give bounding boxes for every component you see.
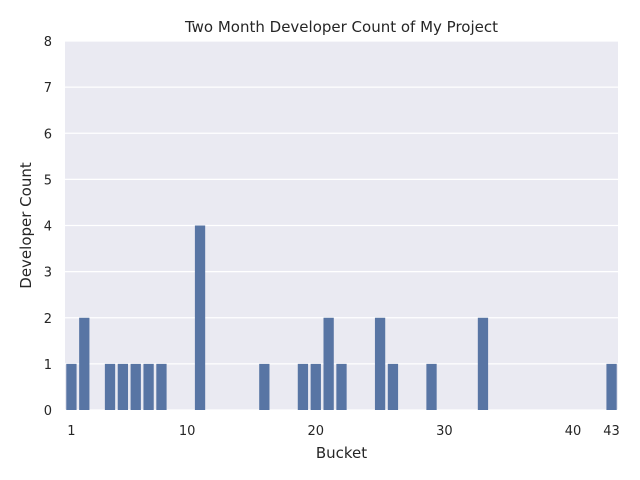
bar — [426, 363, 437, 410]
bar — [310, 363, 321, 410]
bar — [336, 363, 347, 410]
x-axis-ticks: 1 10 20 30 40 43 — [67, 424, 620, 439]
x-tick-label: 20 — [308, 424, 325, 439]
bar — [104, 363, 116, 410]
x-tick-label: 10 — [179, 424, 196, 439]
x-tick-label: 1 — [67, 424, 75, 439]
x-tick-label: 43 — [603, 424, 620, 439]
y-tick-label: 4 — [44, 220, 52, 235]
bar — [117, 363, 129, 410]
bar — [323, 317, 334, 410]
bar — [297, 363, 309, 410]
bar — [79, 317, 90, 410]
y-tick-label: 7 — [44, 81, 52, 96]
bar — [606, 363, 617, 410]
y-axis-label: Developer Count — [17, 162, 35, 289]
x-axis-label: Bucket — [316, 444, 367, 462]
chart-title: Two Month Developer Count of My Project — [184, 18, 498, 36]
bar — [374, 317, 386, 410]
x-tick-label: 30 — [436, 424, 453, 439]
bar — [156, 363, 167, 410]
y-tick-label: 5 — [44, 173, 52, 188]
y-tick-label: 2 — [44, 312, 52, 327]
bars — [66, 225, 617, 410]
bar — [387, 363, 399, 410]
bar — [194, 225, 206, 410]
y-tick-label: 3 — [44, 266, 52, 281]
y-tick-label: 0 — [44, 404, 52, 419]
bar — [477, 317, 489, 410]
y-tick-label: 6 — [44, 127, 52, 142]
bar — [130, 363, 141, 410]
bar — [259, 363, 270, 410]
y-tick-label: 1 — [44, 358, 52, 373]
bar — [66, 363, 77, 410]
y-axis-ticks: 0 1 2 3 4 5 6 7 8 — [44, 35, 52, 419]
x-tick-label: 40 — [565, 424, 582, 439]
bar — [143, 363, 154, 410]
y-tick-label: 8 — [44, 35, 52, 50]
